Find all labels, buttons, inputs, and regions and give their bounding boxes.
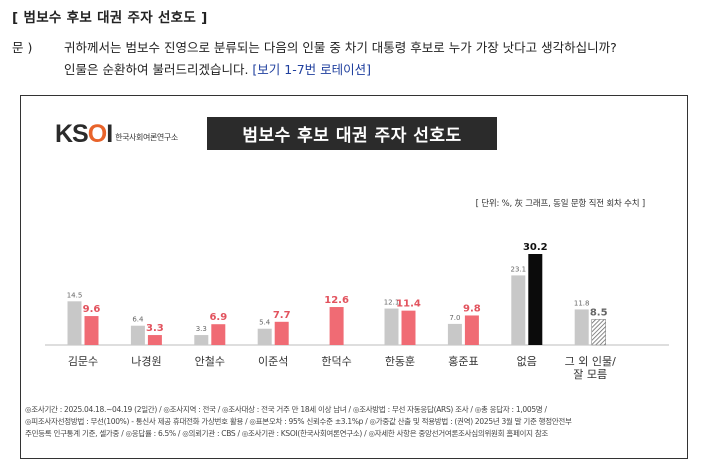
question-rotation: [보기 1-7번 로테이션]	[252, 62, 372, 77]
bar-current-1	[147, 335, 162, 345]
label-previous-0: 14.5	[67, 291, 83, 299]
header-title: [ 범보수 후보 대권 주자 선호도 ]	[12, 10, 208, 26]
category-label-4: 한덕수	[321, 355, 351, 368]
category-label-7: 없음	[517, 355, 537, 368]
label-previous-8: 11.8	[574, 299, 590, 307]
bar-previous-2	[194, 335, 209, 345]
category-label-5: 한동훈	[385, 355, 415, 368]
question-line-2-text: 인물은 순환하여 불러드리겠습니다.	[64, 62, 249, 77]
bar-previous-1	[130, 325, 145, 345]
footnote-line-1: ◎조사기간 : 2025.04.18.~04.19 (2일간) / ◎조사지역 …	[25, 405, 547, 414]
category-label-6: 홍준표	[448, 354, 478, 368]
label-previous-1: 6.4	[132, 316, 144, 324]
footnote-line-2: ◎피조사자선정방법 : 무선(100%) - 통신사 제공 휴대전화 가상번호 …	[25, 417, 572, 426]
question-line-2: 인물은 순환하여 불러드리겠습니다. [보기 1-7번 로테이션]	[64, 59, 371, 78]
question-prefix: 문 )	[12, 40, 33, 55]
bar-previous-6	[447, 323, 462, 345]
bar-previous-3	[257, 328, 272, 345]
ksoi-logo-subtitle: 한국사회여론연구소	[115, 133, 178, 142]
label-previous-7: 23.1	[511, 265, 527, 273]
bar-previous-7	[511, 275, 526, 345]
label-current-6: 9.8	[463, 303, 481, 314]
category-label-3: 이준석	[258, 355, 288, 368]
bar-current-8	[591, 319, 607, 346]
label-previous-2: 3.3	[196, 325, 207, 333]
bar-chart: 14.59.6김문수6.43.3나경원3.36.9안철수5.47.7이준석12.…	[45, 242, 669, 381]
ksoi-logo: KSOI 한국사회여론연구소	[55, 120, 178, 148]
category-label-0: 김문수	[68, 355, 98, 368]
category-label-1: 나경원	[131, 355, 161, 368]
label-current-8: 8.5	[590, 307, 608, 318]
label-current-5: 11.4	[396, 299, 421, 310]
label-previous-5: 12.1	[384, 299, 400, 307]
bar-current-5	[401, 310, 416, 345]
bar-current-0	[84, 316, 99, 345]
label-current-4: 12.6	[324, 295, 349, 306]
label-previous-3: 5.4	[259, 319, 271, 327]
category-label-8-0: 그 외 인물/	[565, 355, 616, 368]
label-current-1: 3.3	[146, 323, 164, 334]
footnote-line-3: 주민등록 인구통계 기준, 셀가중 / ◎응답률 : 6.5% / ◎의뢰기관 …	[25, 429, 549, 438]
bar-current-7	[528, 254, 543, 345]
unit-note: [ 단위: %, 灰 그래프, 동일 문항 직전 회차 수치 ]	[475, 199, 646, 209]
bar-previous-5	[384, 308, 399, 345]
bar-previous-8	[574, 309, 589, 345]
ksoi-logo-mark: KSOI	[55, 120, 113, 148]
bar-current-4	[329, 307, 344, 345]
chart-panel: KSOI 한국사회여론연구소 범보수 후보 대권 주자 선호도 [ 단위: %,…	[20, 95, 688, 459]
label-current-7: 30.2	[523, 242, 548, 253]
bar-current-3	[274, 321, 289, 345]
chart-title: 범보수 후보 대권 주자 선호도	[207, 117, 497, 150]
category-label-8-1: 잘 모름	[573, 368, 607, 381]
bar-previous-0	[67, 301, 82, 345]
label-current-0: 9.6	[83, 304, 101, 315]
bar-current-2	[211, 324, 226, 345]
category-label-2: 안철수	[195, 355, 225, 368]
question-line-1: 귀하께서는 범보수 진영으로 분류되는 다음의 인물 중 차기 대통령 후보로 …	[64, 40, 617, 55]
label-previous-6: 7.0	[449, 314, 460, 322]
label-current-3: 7.7	[273, 310, 291, 321]
bar-current-6	[464, 315, 479, 345]
label-current-2: 6.9	[209, 312, 227, 323]
